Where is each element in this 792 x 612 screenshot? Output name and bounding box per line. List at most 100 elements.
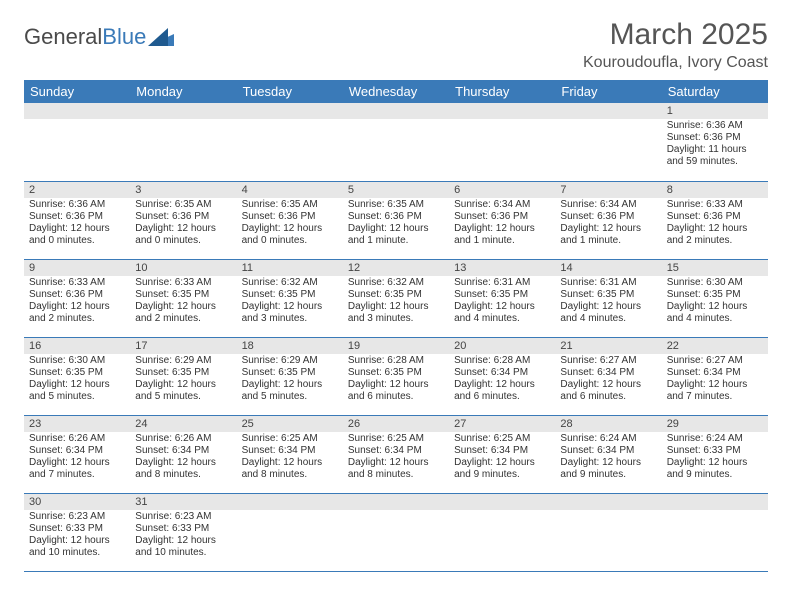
- daylight-text: Daylight: 12 hours and 7 minutes.: [29, 457, 125, 481]
- sunrise-text: Sunrise: 6:33 AM: [29, 277, 125, 289]
- calendar-cell: [662, 493, 768, 571]
- day-info: Sunrise: 6:23 AMSunset: 6:33 PMDaylight:…: [24, 510, 130, 561]
- sunset-text: Sunset: 6:35 PM: [348, 367, 444, 379]
- daylight-text: Daylight: 12 hours and 0 minutes.: [135, 223, 231, 247]
- calendar-table: Sunday Monday Tuesday Wednesday Thursday…: [24, 80, 768, 572]
- calendar-cell: [343, 103, 449, 181]
- calendar-cell: 8Sunrise: 6:33 AMSunset: 6:36 PMDaylight…: [662, 181, 768, 259]
- sunrise-text: Sunrise: 6:30 AM: [667, 277, 763, 289]
- day-number: 20: [449, 338, 555, 354]
- day-info: Sunrise: 6:32 AMSunset: 6:35 PMDaylight:…: [343, 276, 449, 327]
- day-label: Tuesday: [237, 80, 343, 103]
- calendar-cell: [237, 493, 343, 571]
- calendar-cell: 17Sunrise: 6:29 AMSunset: 6:35 PMDayligh…: [130, 337, 236, 415]
- daylight-text: Daylight: 12 hours and 6 minutes.: [454, 379, 550, 403]
- day-label: Saturday: [662, 80, 768, 103]
- calendar-row: 1Sunrise: 6:36 AMSunset: 6:36 PMDaylight…: [24, 103, 768, 181]
- sunrise-text: Sunrise: 6:27 AM: [667, 355, 763, 367]
- sunrise-text: Sunrise: 6:36 AM: [667, 120, 763, 132]
- calendar-cell: [343, 493, 449, 571]
- day-info: Sunrise: 6:34 AMSunset: 6:36 PMDaylight:…: [449, 198, 555, 249]
- day-number: 19: [343, 338, 449, 354]
- calendar-cell: 9Sunrise: 6:33 AMSunset: 6:36 PMDaylight…: [24, 259, 130, 337]
- calendar-cell: 27Sunrise: 6:25 AMSunset: 6:34 PMDayligh…: [449, 415, 555, 493]
- sunrise-text: Sunrise: 6:28 AM: [348, 355, 444, 367]
- page-title: March 2025: [583, 18, 768, 52]
- sunset-text: Sunset: 6:36 PM: [667, 132, 763, 144]
- daylight-text: Daylight: 12 hours and 3 minutes.: [348, 301, 444, 325]
- sunset-text: Sunset: 6:34 PM: [242, 445, 338, 457]
- day-info: Sunrise: 6:35 AMSunset: 6:36 PMDaylight:…: [237, 198, 343, 249]
- day-info: Sunrise: 6:31 AMSunset: 6:35 PMDaylight:…: [449, 276, 555, 327]
- day-info: Sunrise: 6:35 AMSunset: 6:36 PMDaylight:…: [343, 198, 449, 249]
- day-info: Sunrise: 6:29 AMSunset: 6:35 PMDaylight:…: [237, 354, 343, 405]
- sunset-text: Sunset: 6:34 PM: [454, 367, 550, 379]
- sunset-text: Sunset: 6:36 PM: [454, 211, 550, 223]
- day-info: Sunrise: 6:26 AMSunset: 6:34 PMDaylight:…: [130, 432, 236, 483]
- calendar-cell: [449, 493, 555, 571]
- day-info: [662, 510, 768, 558]
- day-number: [449, 494, 555, 510]
- sunrise-text: Sunrise: 6:35 AM: [242, 199, 338, 211]
- calendar-cell: [24, 103, 130, 181]
- sunrise-text: Sunrise: 6:23 AM: [29, 511, 125, 523]
- day-info: [343, 510, 449, 558]
- sunset-text: Sunset: 6:36 PM: [29, 289, 125, 301]
- day-number: 7: [555, 182, 661, 198]
- day-info: [130, 119, 236, 167]
- day-number: [555, 494, 661, 510]
- day-info: Sunrise: 6:24 AMSunset: 6:33 PMDaylight:…: [662, 432, 768, 483]
- day-info: Sunrise: 6:27 AMSunset: 6:34 PMDaylight:…: [555, 354, 661, 405]
- sunset-text: Sunset: 6:34 PM: [560, 367, 656, 379]
- calendar-cell: 15Sunrise: 6:30 AMSunset: 6:35 PMDayligh…: [662, 259, 768, 337]
- day-info: Sunrise: 6:28 AMSunset: 6:34 PMDaylight:…: [449, 354, 555, 405]
- daylight-text: Daylight: 12 hours and 10 minutes.: [135, 535, 231, 559]
- day-info: Sunrise: 6:25 AMSunset: 6:34 PMDaylight:…: [449, 432, 555, 483]
- sunrise-text: Sunrise: 6:36 AM: [29, 199, 125, 211]
- calendar-cell: [555, 493, 661, 571]
- page: GeneralBlue March 2025 Kouroudoufla, Ivo…: [0, 0, 792, 582]
- day-info: Sunrise: 6:33 AMSunset: 6:35 PMDaylight:…: [130, 276, 236, 327]
- sunrise-text: Sunrise: 6:26 AM: [29, 433, 125, 445]
- day-info: Sunrise: 6:33 AMSunset: 6:36 PMDaylight:…: [24, 276, 130, 327]
- calendar-cell: 22Sunrise: 6:27 AMSunset: 6:34 PMDayligh…: [662, 337, 768, 415]
- calendar-cell: [449, 103, 555, 181]
- calendar-cell: 10Sunrise: 6:33 AMSunset: 6:35 PMDayligh…: [130, 259, 236, 337]
- daylight-text: Daylight: 12 hours and 5 minutes.: [242, 379, 338, 403]
- daylight-text: Daylight: 12 hours and 2 minutes.: [29, 301, 125, 325]
- sunrise-text: Sunrise: 6:34 AM: [560, 199, 656, 211]
- sunset-text: Sunset: 6:35 PM: [667, 289, 763, 301]
- day-number: 18: [237, 338, 343, 354]
- day-number: [237, 103, 343, 119]
- day-number: [343, 103, 449, 119]
- day-number: [237, 494, 343, 510]
- calendar-row: 30Sunrise: 6:23 AMSunset: 6:33 PMDayligh…: [24, 493, 768, 571]
- day-number: 21: [555, 338, 661, 354]
- daylight-text: Daylight: 12 hours and 7 minutes.: [667, 379, 763, 403]
- calendar-cell: 12Sunrise: 6:32 AMSunset: 6:35 PMDayligh…: [343, 259, 449, 337]
- day-number: 8: [662, 182, 768, 198]
- sunset-text: Sunset: 6:33 PM: [29, 523, 125, 535]
- day-number: 16: [24, 338, 130, 354]
- day-number: 30: [24, 494, 130, 510]
- sunrise-text: Sunrise: 6:32 AM: [242, 277, 338, 289]
- day-label: Wednesday: [343, 80, 449, 103]
- sunset-text: Sunset: 6:35 PM: [454, 289, 550, 301]
- day-info: Sunrise: 6:33 AMSunset: 6:36 PMDaylight:…: [662, 198, 768, 249]
- daylight-text: Daylight: 12 hours and 8 minutes.: [348, 457, 444, 481]
- daylight-text: Daylight: 12 hours and 9 minutes.: [560, 457, 656, 481]
- sunset-text: Sunset: 6:34 PM: [135, 445, 231, 457]
- sunset-text: Sunset: 6:35 PM: [348, 289, 444, 301]
- sunset-text: Sunset: 6:34 PM: [667, 367, 763, 379]
- calendar-cell: 2Sunrise: 6:36 AMSunset: 6:36 PMDaylight…: [24, 181, 130, 259]
- calendar-cell: [237, 103, 343, 181]
- day-number: 4: [237, 182, 343, 198]
- day-info: Sunrise: 6:32 AMSunset: 6:35 PMDaylight:…: [237, 276, 343, 327]
- calendar-cell: 24Sunrise: 6:26 AMSunset: 6:34 PMDayligh…: [130, 415, 236, 493]
- day-info: Sunrise: 6:23 AMSunset: 6:33 PMDaylight:…: [130, 510, 236, 561]
- sunset-text: Sunset: 6:35 PM: [242, 367, 338, 379]
- day-number: [662, 494, 768, 510]
- day-number: 17: [130, 338, 236, 354]
- day-info: [237, 510, 343, 558]
- calendar-cell: 11Sunrise: 6:32 AMSunset: 6:35 PMDayligh…: [237, 259, 343, 337]
